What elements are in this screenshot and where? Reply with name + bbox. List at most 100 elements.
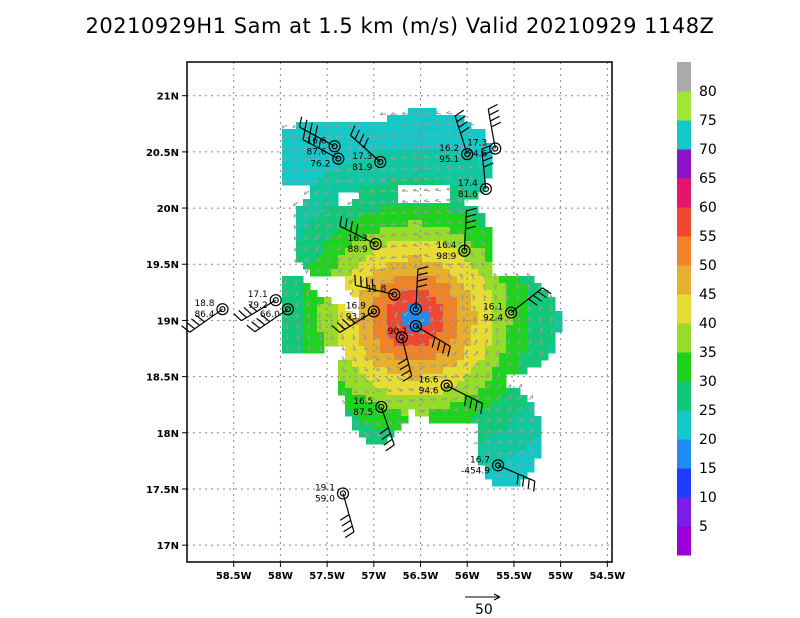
wind-barb-flag <box>371 279 374 290</box>
wind-barb-staff <box>350 134 381 163</box>
x-tick-label: 54.5W <box>589 571 625 582</box>
observation-bottom-value: 59.0 <box>315 494 335 504</box>
wind-barb-flag <box>465 213 477 218</box>
wind-barb-flag <box>383 438 393 446</box>
colorbar-segment <box>677 149 691 179</box>
colorbar-label: 5 <box>699 519 708 535</box>
wind-barb-flag <box>522 476 525 487</box>
sonde-outer-ring <box>336 487 350 500</box>
wind-barb-flag <box>482 150 493 156</box>
wind-barb-flag <box>365 277 368 289</box>
sonde-outer-ring <box>374 155 387 169</box>
sonde-inner-ring <box>339 490 347 497</box>
colorbar-segment <box>677 381 691 411</box>
colorbar-segment <box>677 352 691 382</box>
observation-marker <box>409 266 429 316</box>
sonde-inner-ring <box>284 306 291 313</box>
observation-top-value: 17.4 <box>458 179 478 189</box>
wind-barb-flag <box>402 375 413 382</box>
x-tick-label: 56W <box>455 571 480 582</box>
gridlines <box>187 62 612 562</box>
wind-barb-flag <box>349 125 356 136</box>
sonde-inner-ring <box>391 291 398 298</box>
observation-marker: 16.993.2 <box>331 301 380 333</box>
sonde-outer-ring <box>458 244 471 257</box>
observation-bottom-value: 87.5 <box>353 408 373 418</box>
wind-barb-flag <box>533 481 536 492</box>
wind-barb-flag <box>537 291 547 299</box>
sonde-inner-ring <box>372 240 379 248</box>
x-axis: 58.5W 58W 57.5W 57W 56.5W 56W 55.5W 55W 54.5W <box>216 562 625 582</box>
wind-barb-flag <box>350 221 353 232</box>
x-tick-label: 58W <box>268 571 293 582</box>
colorbar-label: 25 <box>699 403 717 419</box>
y-tick-label: 20.5N <box>146 148 179 159</box>
sonde-outer-ring <box>489 142 502 155</box>
observation-top-value: 16.2 <box>439 144 459 154</box>
observation-top-value: 16.6 <box>307 136 327 146</box>
colorbar-label: 50 <box>699 258 717 274</box>
wind-barb-flag <box>358 133 365 144</box>
sonde-outer-ring <box>461 148 474 161</box>
wind-barb-flag <box>195 314 205 323</box>
x-tick-label: 55.5W <box>496 571 532 582</box>
y-tick-label: 17N <box>157 541 179 552</box>
y-tick-label: 19N <box>157 316 179 327</box>
sonde-outer-ring <box>395 331 408 344</box>
wind-barb-flag <box>489 109 499 116</box>
sonde-inner-ring <box>335 155 342 162</box>
wind-barb-flag <box>313 135 317 146</box>
wind-barb-flag <box>309 122 313 133</box>
wind-barb-flag <box>355 223 359 235</box>
observation-top-value: 19.1 <box>315 483 335 493</box>
wind-barb-flag <box>298 116 303 128</box>
colorbar-segment <box>677 323 691 353</box>
observation-top-value: 18.8 <box>194 299 214 309</box>
sonde-inner-ring <box>464 151 471 158</box>
observation-marker: 17.481.6 <box>458 144 494 200</box>
sonde-outer-ring <box>328 140 341 153</box>
wind-barb-staff <box>487 109 496 149</box>
x-tick-label: 55W <box>548 571 573 582</box>
sonde-outer-ring <box>369 237 382 251</box>
wind-barb-flag <box>341 318 351 327</box>
sonde-inner-ring <box>272 297 279 304</box>
wind-barb-flag <box>447 346 451 357</box>
observation-bottom-value: 74.6 <box>467 150 487 160</box>
wind-barb-flag <box>181 325 191 333</box>
observation-bottom-value: 92.4 <box>483 314 503 324</box>
wind-barb-staff <box>401 337 413 377</box>
colorbar-segment <box>677 439 691 469</box>
sonde-outer-ring <box>375 400 388 414</box>
observation-marker: 18.886.4 <box>181 299 229 333</box>
observation-bottom-value: 81.6 <box>458 190 478 200</box>
x-tick-label: 58.5W <box>216 571 252 582</box>
colorbar-label: 60 <box>699 200 717 216</box>
sonde-inner-ring <box>494 462 502 469</box>
wind-barb-flag <box>480 403 484 414</box>
wind-barb-flag <box>481 144 492 150</box>
wind-barb-flag <box>339 215 343 227</box>
wind-barb-flag <box>385 444 395 452</box>
sonde-inner-ring <box>370 308 377 315</box>
wind-barb-flag <box>336 321 346 330</box>
wind-barb-flag <box>344 531 355 539</box>
observation-bottom-value: 81.9 <box>352 163 372 173</box>
observation-marker: 16.192.4 <box>483 287 552 324</box>
wind-barb-flag <box>487 103 498 110</box>
vector-reference-label: 50 <box>475 602 493 618</box>
sonde-outer-ring <box>367 305 380 318</box>
observation-marker: 16.7-454.9 <box>461 455 536 492</box>
x-tick-label: 57W <box>361 571 386 582</box>
wind-barb-flag <box>465 219 477 224</box>
wind-barb-flag <box>466 207 477 212</box>
observation-marker: 19.159.0 <box>315 483 355 539</box>
observation-marker: 76.2 <box>302 129 345 170</box>
wind-barb-flag <box>381 432 391 440</box>
observation-marker: 16.498.9 <box>436 207 477 262</box>
wind-barb-flag <box>460 126 470 134</box>
observation-top-value: 16.6 <box>419 376 439 386</box>
wind-barb-flag <box>469 397 473 409</box>
colorbar-label: 65 <box>699 171 717 187</box>
